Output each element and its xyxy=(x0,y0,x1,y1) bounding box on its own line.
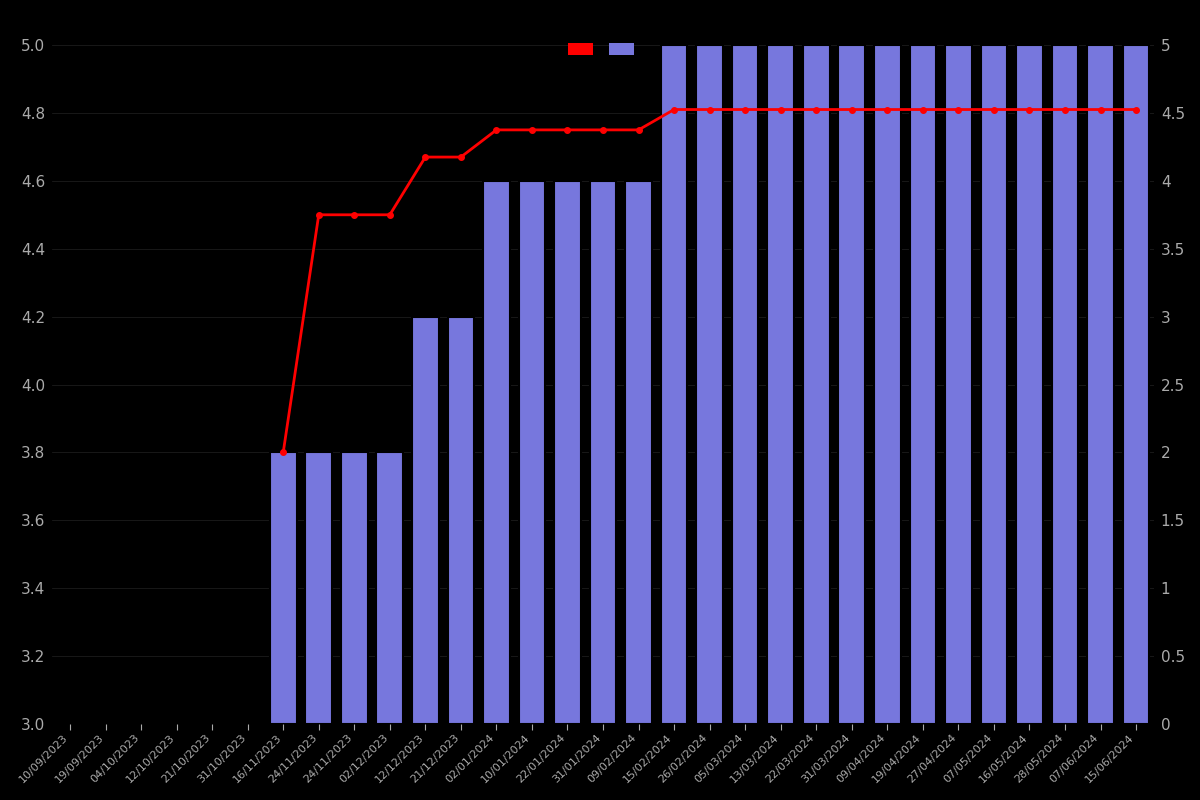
Bar xyxy=(270,453,296,724)
Bar xyxy=(1051,45,1079,724)
Bar xyxy=(767,45,794,724)
Bar xyxy=(448,317,474,724)
Bar xyxy=(910,45,936,724)
Bar xyxy=(980,45,1007,724)
Bar xyxy=(589,181,617,724)
Bar xyxy=(661,45,688,724)
Bar xyxy=(1123,45,1150,724)
Bar xyxy=(803,45,829,724)
Bar xyxy=(412,317,439,724)
Bar xyxy=(554,181,581,724)
Bar xyxy=(839,45,865,724)
Bar xyxy=(518,181,545,724)
Bar xyxy=(306,453,332,724)
Bar xyxy=(625,181,652,724)
Bar xyxy=(1087,45,1114,724)
Bar xyxy=(377,453,403,724)
Bar xyxy=(1016,45,1043,724)
Legend: , : , xyxy=(564,38,642,61)
Bar xyxy=(732,45,758,724)
Bar xyxy=(696,45,722,724)
Bar xyxy=(341,453,367,724)
Bar xyxy=(946,45,972,724)
Bar xyxy=(874,45,901,724)
Bar xyxy=(484,181,510,724)
